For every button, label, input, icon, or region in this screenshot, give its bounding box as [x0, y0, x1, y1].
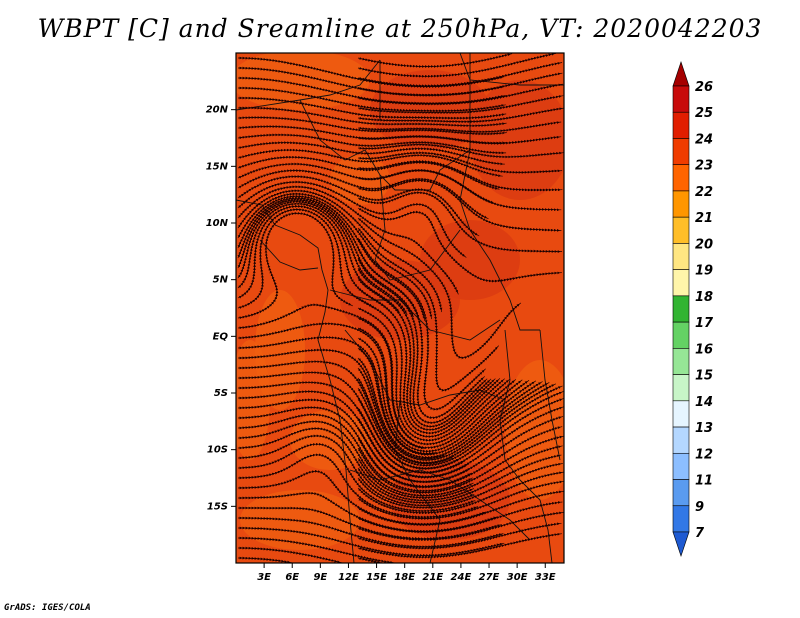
temperature-patch-2 — [470, 80, 564, 200]
lon-tick-label: 27E — [479, 572, 500, 583]
lon-tick-label: 3E — [257, 572, 271, 583]
wbpt-field — [236, 53, 564, 563]
colorbar-segment-14 — [672, 426, 690, 454]
colorbar-segment-4 — [672, 164, 690, 192]
streamline-100 — [238, 556, 292, 563]
colorbar-segment-16 — [672, 479, 690, 507]
colorbar-label: 18 — [695, 290, 713, 305]
colorbar-label: 17 — [695, 316, 714, 331]
lon-tick-label: 12E — [338, 572, 359, 583]
lon-tick-label: 15E — [366, 572, 387, 583]
colorbar-segment-6 — [672, 216, 690, 244]
lon-tick-label: 18E — [394, 572, 415, 583]
colorbar-label: 21 — [695, 211, 713, 226]
lat-tick-label: 5S — [214, 388, 228, 399]
colorbar-label: 24 — [695, 132, 713, 147]
colorbar-label: 14 — [695, 395, 713, 410]
colorbar-label: 12 — [695, 447, 713, 462]
colorbar-segment-5 — [672, 190, 690, 218]
colorbar-segment-10 — [672, 321, 690, 349]
colorbar-label: 19 — [695, 264, 713, 279]
lon-tick-label: 30E — [507, 572, 528, 583]
colorbar-segment-2 — [672, 111, 690, 139]
colorbar-label: 20 — [695, 237, 713, 252]
colorbar: 26 25 24 23 22 21 20 19 18 17 16 15 14 13 12 11 9 7 — [672, 61, 714, 557]
colorbar-label: 15 — [695, 369, 713, 384]
colorbar-min-arrow — [672, 531, 690, 557]
streamline-98 — [238, 546, 342, 563]
streamline-15 — [357, 121, 562, 134]
colorbar-label: 9 — [695, 500, 704, 515]
colorbar-segment-15 — [672, 452, 690, 480]
streamlines — [237, 53, 564, 563]
colorbar-segment-13 — [672, 400, 690, 428]
colorbar-segment-7 — [672, 243, 690, 270]
streamline-101 — [357, 557, 382, 563]
colorbar-label: 22 — [695, 185, 713, 200]
colorbar-segment-12 — [672, 374, 690, 402]
streamline-52 — [237, 211, 353, 320]
colorbar-segment-9 — [672, 295, 690, 323]
lon-tick-label: 24E — [451, 572, 472, 583]
streamline-17 — [357, 135, 562, 145]
lon-tick-label: 21E — [422, 572, 443, 583]
plot-frame — [235, 52, 565, 564]
lat-tick-label: 10S — [207, 445, 228, 456]
lat-tick-label: EQ — [213, 331, 229, 342]
lat-tick-label: 5N — [213, 275, 229, 286]
lon-tick-label: 9E — [313, 572, 327, 583]
colorbar-segment-11 — [672, 348, 690, 375]
lat-tick-label: 15N — [206, 161, 229, 172]
colorbar-label: 26 — [695, 80, 713, 95]
lat-tick-label: 20N — [206, 105, 229, 116]
colorbar-label: 11 — [695, 474, 713, 489]
colorbar-segment-17 — [672, 505, 690, 533]
colorbar-label: 13 — [695, 421, 713, 436]
map-title: WBPT [C] and Sreamline at 250hPa, VT: 20… — [37, 14, 763, 43]
colorbar-label: 25 — [695, 106, 713, 121]
longitude-axis: 3E 6E 9E 12E 15E 18E 21E 24E 27E 30E 33E — [257, 563, 556, 583]
latitude-axis: 20N 15N 10N 5N EQ 5S 10S 15S — [206, 105, 236, 512]
grads-credit: GrADS: IGES/COLA — [4, 603, 91, 613]
streamline-99 — [357, 532, 562, 559]
temperature-patch-8 — [240, 490, 360, 550]
colorbar-segment-8 — [672, 269, 690, 297]
lat-tick-label: 10N — [206, 218, 229, 229]
colorbar-label: 23 — [695, 159, 713, 174]
colorbar-max-arrow — [672, 61, 690, 87]
lon-tick-label: 33E — [535, 572, 556, 583]
colorbar-segment-1 — [672, 85, 690, 113]
colorbar-label: 16 — [695, 342, 713, 357]
colorbar-segment-3 — [672, 138, 690, 166]
lon-tick-label: 6E — [285, 572, 299, 583]
colorbar-label: 7 — [695, 526, 705, 541]
lat-tick-label: 15S — [207, 501, 228, 512]
